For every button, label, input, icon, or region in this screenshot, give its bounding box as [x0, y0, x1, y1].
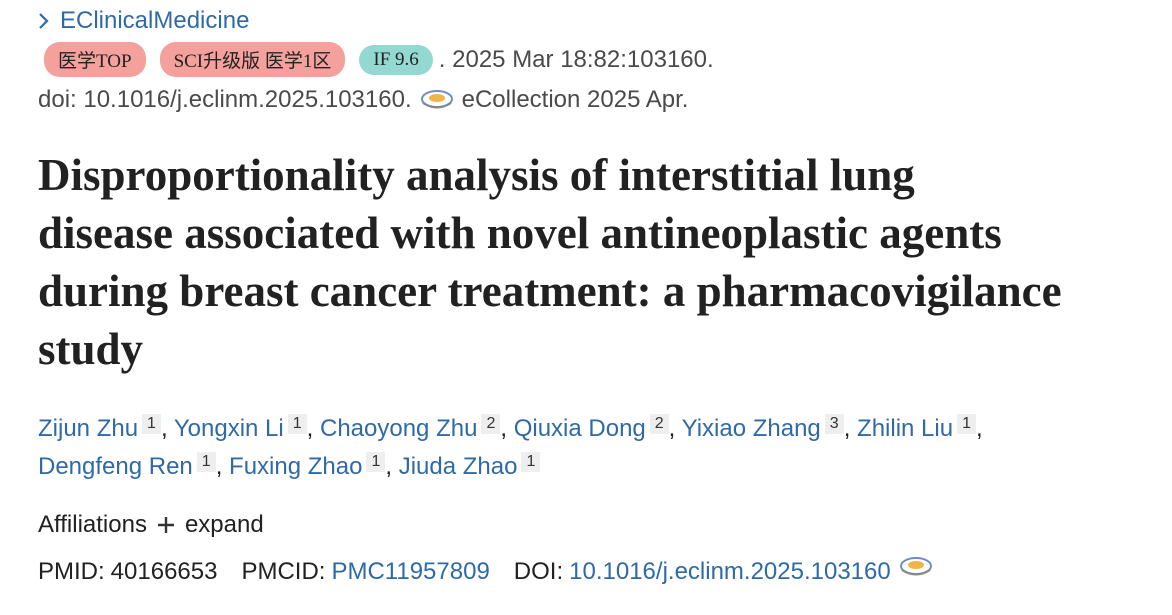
journal-row: EClinicalMedicine — [38, 7, 249, 35]
author-separator: , — [975, 415, 983, 442]
author-link[interactable]: Yongxin Li — [173, 415, 284, 442]
author-link[interactable]: Chaoyong Zhu — [319, 415, 478, 442]
identifier-label: PMID: — [38, 558, 105, 585]
doi-row: doi: 10.1016/j.eclinm.2025.103160. eColl… — [38, 86, 688, 114]
chevron-icon — [39, 13, 49, 29]
plus-icon[interactable] — [155, 514, 177, 536]
author-link[interactable]: Dengfeng Ren — [38, 453, 193, 480]
ecollection: eCollection 2025 Apr. — [461, 86, 689, 113]
author: Dengfeng Ren 1, — [38, 452, 223, 480]
affiliation-number[interactable]: 3 — [824, 414, 844, 434]
expand-button[interactable]: expand — [184, 511, 264, 538]
badge: 医学TOP — [44, 42, 146, 77]
title-line: study — [38, 324, 144, 374]
affiliation-number[interactable]: 1 — [142, 414, 161, 434]
author-separator: , — [500, 415, 508, 442]
author: Jiuda Zhao 1 — [398, 452, 541, 480]
badge: IF 9.6 — [359, 44, 433, 75]
author-link[interactable]: Zhilin Liu — [857, 415, 954, 442]
doi-text: doi: 10.1016/j.eclinm.2025.103160. — [38, 86, 412, 113]
badge-row: 医学TOP SCI升级版 医学1区 IF 9.6. 2025 Mar 18:82:1… — [44, 42, 714, 77]
author: Yixiao Zhang 3, — [681, 414, 851, 442]
identifier-value[interactable]: PMC11957809 — [331, 558, 490, 585]
author-separator: , — [668, 415, 676, 442]
identifier-value[interactable]: 10.1016/j.eclinm.2025.103160 — [569, 558, 891, 585]
affiliation-number[interactable]: 1 — [521, 452, 541, 472]
identifier-value: 40166653 — [110, 558, 218, 585]
affiliation-number[interactable]: 2 — [649, 414, 669, 434]
author-separator: , — [160, 415, 168, 442]
author: Yongxin Li 1, — [173, 414, 314, 442]
badge: SCI升级版 医学1区 — [159, 42, 346, 77]
article-title: Disproportionality analysis of interstit… — [38, 146, 1062, 378]
affiliation-number[interactable]: 1 — [366, 452, 386, 472]
identifier-label: PMCID: — [241, 558, 326, 585]
author-link[interactable]: Zijun Zhu — [38, 415, 139, 442]
author-link[interactable]: Yixiao Zhang — [681, 415, 821, 442]
author-link[interactable]: Jiuda Zhao — [398, 453, 518, 480]
title-line: during breast cancer treatment: a pharma… — [38, 266, 1062, 316]
author-separator: , — [385, 453, 393, 480]
title-line: Disproportionality analysis of interstit… — [38, 150, 915, 200]
author: Chaoyong Zhu 2, — [319, 414, 508, 442]
identifier-label: DOI: — [513, 558, 564, 585]
title-line: disease associated with novel antineopla… — [38, 208, 1002, 258]
author-separator: , — [843, 415, 851, 442]
author-separator: , — [306, 415, 314, 442]
fulltext-icon[interactable] — [899, 555, 933, 579]
author-list: Zijun Zhu 1, Yongxin Li 1, Chaoyong Zhu 2, … — [38, 410, 1078, 486]
author: Zhilin Liu 1, — [857, 414, 983, 442]
affiliations-label: Affiliations — [38, 511, 147, 538]
affiliation-number[interactable]: 1 — [287, 414, 307, 434]
affiliation-number[interactable]: 1 — [957, 414, 976, 434]
affiliation-number[interactable]: 2 — [481, 414, 501, 434]
author-link[interactable]: Fuxing Zhao — [229, 453, 363, 480]
author-separator: , — [215, 453, 223, 480]
citation: . 2025 Mar 18:82:103160. — [438, 45, 714, 73]
author: Fuxing Zhao 1, — [229, 452, 393, 480]
author: Qiuxia Dong 2, — [513, 414, 676, 442]
affiliation-number[interactable]: 1 — [196, 452, 216, 472]
affiliations-row: Affiliations expand — [38, 511, 264, 539]
author-link[interactable]: Qiuxia Dong — [513, 415, 646, 442]
fulltext-icon[interactable] — [420, 88, 454, 112]
identifiers-row: PMID: 40166653 PMCID: PMC11957809 DOI: 10.101… — [38, 555, 933, 586]
author: Zijun Zhu 1, — [38, 414, 168, 442]
journal-link[interactable]: EClinicalMedicine — [60, 7, 250, 34]
